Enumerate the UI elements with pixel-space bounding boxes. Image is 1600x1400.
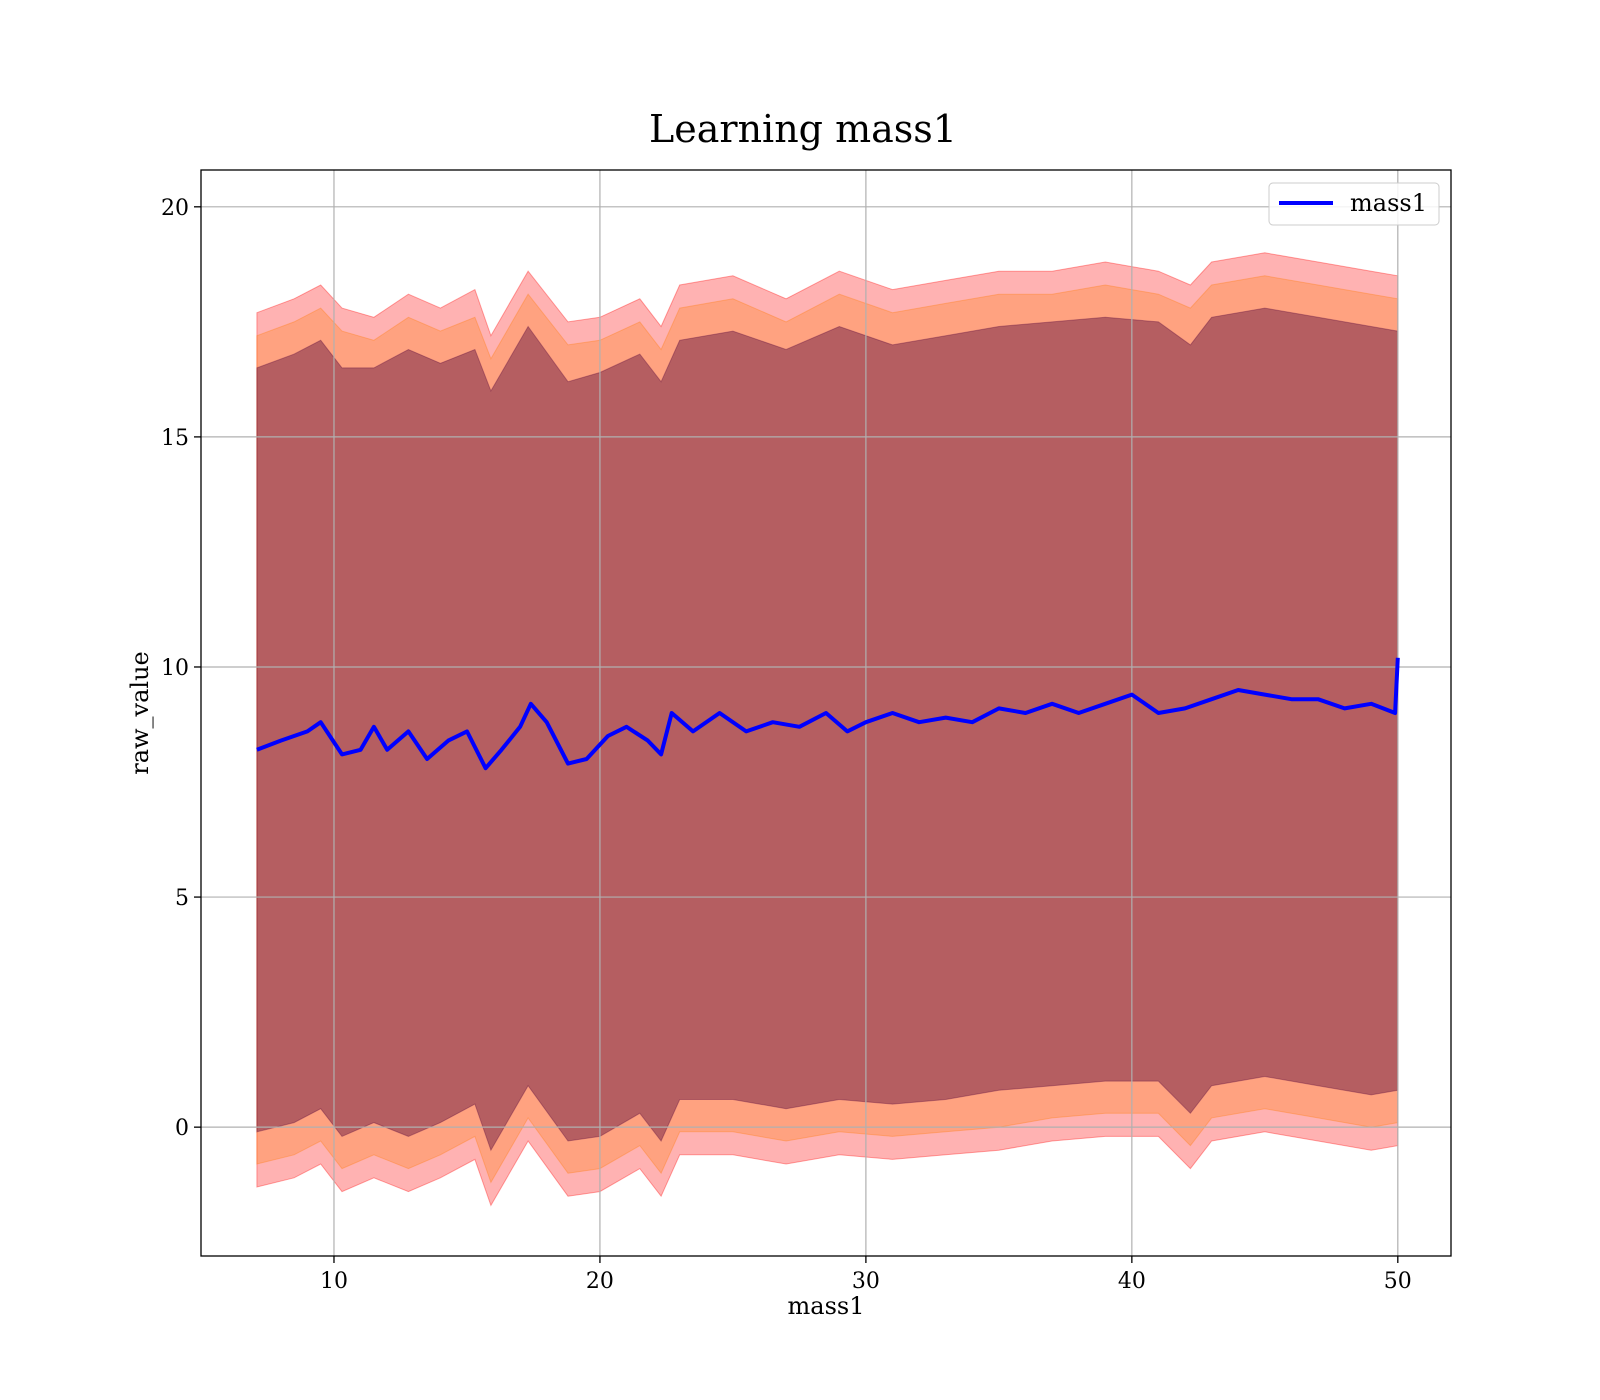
plot-area <box>200 169 1452 1257</box>
y-tick-label: 15 <box>161 426 189 451</box>
y-tick-label: 0 <box>175 1116 189 1141</box>
chart-title: Learning mass1 <box>649 107 957 151</box>
x-tick-label: 20 <box>586 1269 614 1294</box>
legend: mass1 <box>1268 182 1440 226</box>
x-tick-label: 30 <box>852 1269 880 1294</box>
grid-lines <box>201 170 1451 1256</box>
plot-frame <box>200 169 1452 1257</box>
x-tick-label: 50 <box>1384 1269 1412 1294</box>
y-tick-label: 10 <box>161 656 189 681</box>
confidence-bands <box>256 252 1399 1207</box>
x-tick-label: 40 <box>1118 1269 1146 1294</box>
x-tick-label: 10 <box>320 1269 348 1294</box>
y-axis-ticks: 0 5 10 15 20 <box>161 196 201 1141</box>
legend-box <box>1268 182 1440 226</box>
x-axis-label: mass1 <box>788 1292 865 1320</box>
series-line-mass1 <box>256 657 1400 771</box>
x-axis-ticks: 10 20 30 40 50 <box>320 1256 1412 1294</box>
legend-label-mass1: mass1 <box>1350 189 1427 217</box>
y-tick-label: 5 <box>175 886 189 911</box>
series-lines <box>256 657 1400 771</box>
y-axis-label: raw_value <box>126 651 154 775</box>
y-tick-label: 20 <box>161 196 189 221</box>
band-2 <box>256 307 1399 1152</box>
